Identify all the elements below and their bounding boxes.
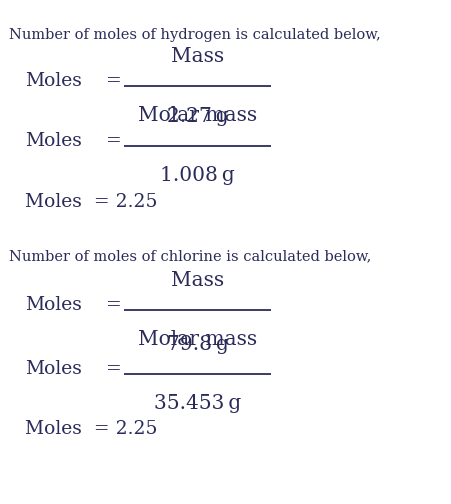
Text: Number of moles of chlorine is calculated below,: Number of moles of chlorine is calculate… (9, 249, 371, 264)
Text: Moles  = 2.25: Moles = 2.25 (25, 193, 157, 211)
Text: =: = (106, 360, 122, 378)
Text: Molar mass: Molar mass (138, 330, 257, 349)
Text: Moles  = 2.25: Moles = 2.25 (25, 420, 157, 438)
Text: =: = (106, 72, 122, 90)
Text: =: = (106, 132, 122, 150)
Text: Number of moles of hydrogen is calculated below,: Number of moles of hydrogen is calculate… (9, 28, 380, 42)
Text: Moles: Moles (25, 132, 82, 150)
Text: 35.453 g: 35.453 g (154, 394, 241, 413)
Text: Moles: Moles (25, 296, 82, 314)
Text: 1.008 g: 1.008 g (160, 166, 235, 185)
Text: Moles: Moles (25, 360, 82, 378)
Text: =: = (106, 296, 122, 314)
Text: Molar mass: Molar mass (138, 106, 257, 125)
Text: Mass: Mass (171, 271, 224, 290)
Text: Mass: Mass (171, 46, 224, 66)
Text: 2.27 g: 2.27 g (166, 107, 228, 126)
Text: Moles: Moles (25, 72, 82, 90)
Text: 79.8 g: 79.8 g (166, 335, 228, 354)
